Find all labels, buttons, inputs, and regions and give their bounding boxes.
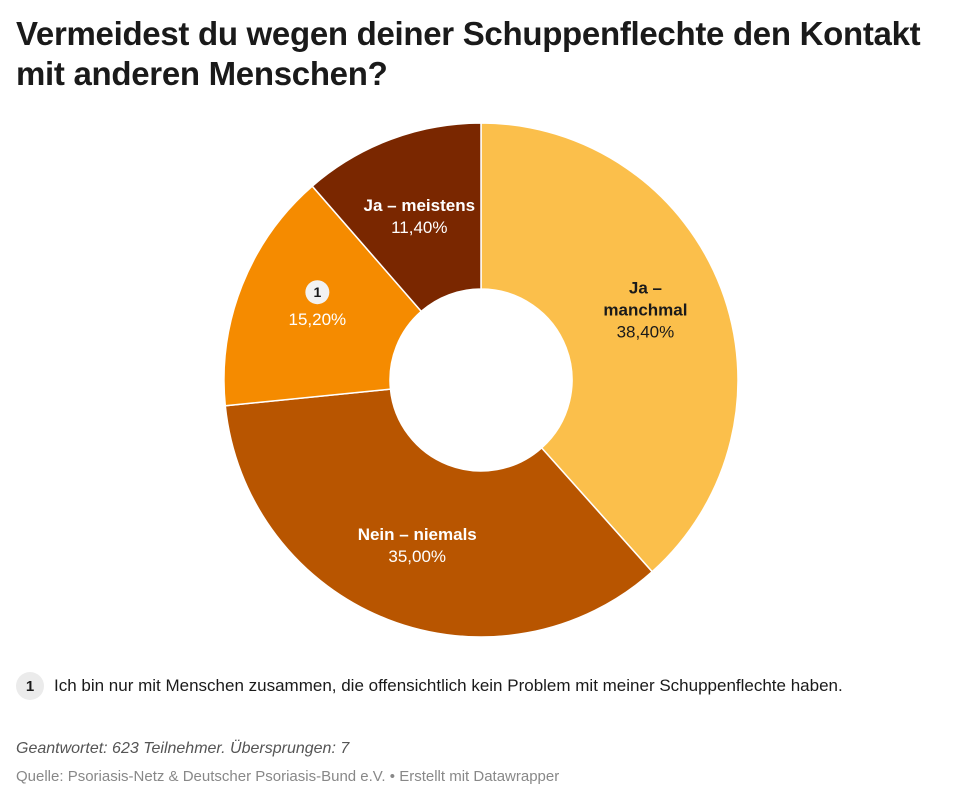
slice-category-text: manchmal (603, 300, 687, 319)
slice-footnote-badge (305, 280, 330, 305)
slice-value-text: 11,40% (391, 218, 447, 237)
donut-slice (224, 388, 654, 638)
slice-badge-text: 1 (313, 284, 321, 300)
slice-category-text: Ja – meistens (364, 196, 476, 215)
slice-label: 1 15,20% (289, 280, 347, 329)
donut-slice (311, 122, 482, 313)
source-line: Quelle: Psoriasis-Netz & Deutscher Psori… (16, 768, 560, 785)
donut-slice (480, 122, 739, 573)
footnote-text: Ich bin nur mit Menschen zusammen, die o… (54, 676, 843, 695)
slice-value-text: 38,40% (617, 322, 675, 341)
slice-value-text: 35,00% (388, 547, 446, 566)
slice-label: Ja – meistens 11,40% (364, 196, 476, 237)
slice-label: Ja – manchmal 38,40% (603, 278, 687, 341)
chart-title: Vermeidest du wegen deiner Schuppenflech… (16, 15, 921, 92)
slice-value-text: 15,20% (289, 310, 347, 329)
footnote-badge: 1 (16, 672, 44, 700)
slice-category-text: Nein – niemals (358, 525, 477, 544)
respondent-info: Geantwortet: 623 Teilnehmer. Übersprunge… (16, 740, 350, 757)
footnote: 1 Ich bin nur mit Menschen zusammen, die… (16, 672, 843, 700)
slice-label: Nein – niemals 35,00% (358, 525, 477, 566)
slice-category-text: Ja – (629, 278, 662, 297)
